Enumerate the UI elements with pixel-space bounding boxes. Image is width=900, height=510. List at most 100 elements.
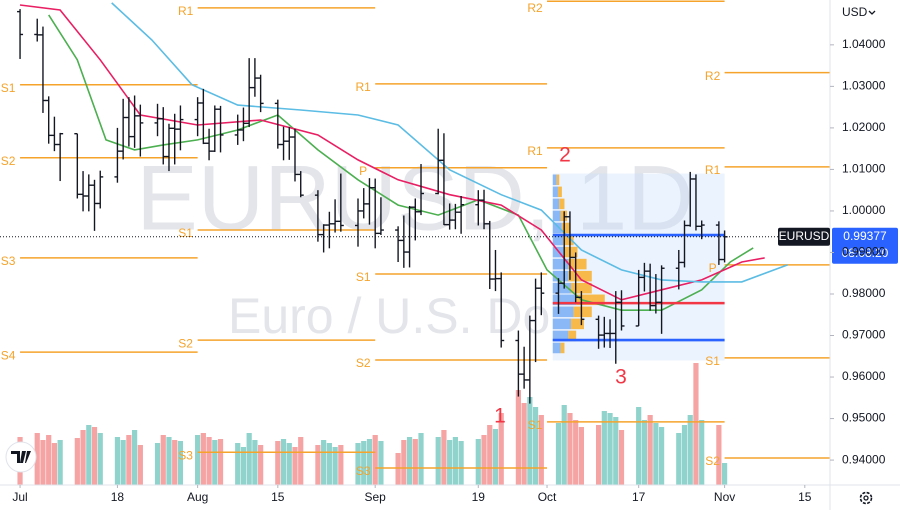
ohlc-bar	[291, 128, 298, 182]
volume-bar	[532, 407, 539, 485]
pivot-label: P	[359, 164, 367, 178]
pivot-label: R1	[527, 144, 543, 158]
volume-bar	[40, 440, 46, 485]
price-tag-value: 0.99377	[843, 229, 887, 243]
pivot-label: R2	[705, 69, 721, 83]
ohlc-bar	[177, 105, 184, 151]
pivot-label: S2	[705, 454, 720, 468]
moving-average	[48, 14, 754, 311]
profile-up	[552, 342, 561, 354]
volume-bar	[452, 437, 458, 485]
x-tick-label: Sep	[365, 490, 387, 504]
profile-up	[552, 318, 571, 330]
volume-bar	[658, 427, 665, 485]
ohlc-bar	[34, 18, 41, 42]
profile-down	[557, 186, 562, 198]
ohlc-bar	[692, 174, 699, 231]
ohlc-bar	[200, 88, 207, 145]
ohlc-bar	[355, 198, 362, 247]
y-tick-label: 1.02000	[842, 120, 886, 134]
volume-bar	[286, 443, 292, 485]
gear-inner[interactable]	[863, 495, 869, 501]
profile-up	[552, 174, 557, 186]
logo-mark[interactable]	[11, 451, 31, 463]
y-tick-label: 1.00000	[842, 203, 886, 217]
pivot-label: S2	[1, 154, 16, 168]
y-tick-label: 0.94000	[842, 452, 886, 466]
profile-down	[563, 234, 574, 246]
profile-up	[552, 198, 560, 210]
volume-bar	[166, 437, 172, 485]
ohlc-bar	[481, 189, 488, 230]
symbol-tag	[778, 227, 830, 246]
profile-up	[552, 258, 569, 270]
ohlc-bar	[641, 262, 648, 292]
ohlc-bar	[137, 104, 144, 157]
x-tick-label: Oct	[538, 490, 557, 504]
ohlc-bar	[418, 164, 425, 216]
ohlc-bar	[246, 58, 253, 128]
x-tick-label: 18	[111, 490, 125, 504]
ohlc-bar	[652, 274, 659, 314]
ohlc-bar	[635, 269, 642, 327]
ohlc-bar	[400, 215, 407, 268]
profile-down	[561, 222, 570, 234]
profile-down	[576, 294, 605, 306]
currency-chevron[interactable]	[868, 10, 876, 15]
profile-down	[570, 282, 592, 294]
volume-bar	[561, 405, 567, 485]
ohlc-bar	[601, 316, 608, 348]
x-tick-label: Nov	[714, 490, 735, 504]
volume-bar	[447, 440, 453, 485]
gear-outer[interactable]	[859, 491, 873, 505]
volume-bar	[86, 425, 92, 485]
watermark-subtitle: Euro / U.S. Do	[228, 288, 550, 344]
profile-up	[552, 306, 574, 318]
currency-label[interactable]: USD	[842, 5, 868, 19]
volume-bar	[595, 425, 602, 485]
pivot-label: R1	[705, 163, 721, 177]
ohlc-bar	[475, 190, 482, 226]
volume-bar	[240, 447, 247, 485]
annotation: 1	[494, 405, 506, 428]
volume-bar	[177, 441, 184, 485]
pivot-label: S4	[1, 348, 16, 362]
ohlc-bar	[85, 174, 92, 212]
ohlc-bar	[658, 265, 665, 334]
volume-bar	[618, 430, 625, 485]
ohlc-bar	[326, 211, 333, 249]
volume-bar	[280, 439, 287, 485]
symbol-tag-text: EURUSD	[779, 229, 830, 243]
volume-bar	[636, 407, 642, 485]
volume-bar	[34, 433, 40, 485]
volume-bar	[292, 447, 298, 485]
ohlc-bar	[492, 249, 499, 292]
ohlc-bar	[211, 105, 218, 152]
profile-up	[552, 282, 571, 294]
profile-down	[560, 342, 565, 354]
pivot-label: S2	[178, 336, 193, 350]
volume-bar	[458, 441, 464, 485]
volume-bar	[298, 437, 304, 485]
pivot-label: S1	[1, 81, 16, 95]
moving-average	[111, 2, 788, 283]
ohlc-bar	[366, 178, 373, 225]
volume-bar	[91, 427, 98, 485]
pivot-label: R2	[527, 1, 543, 15]
volume-bar	[647, 415, 653, 485]
volume-bar	[355, 443, 361, 485]
volume-bar	[521, 403, 527, 485]
pivot-label: S2	[356, 356, 371, 370]
ohlc-bar	[206, 128, 213, 161]
tradingview-logo[interactable]	[5, 441, 37, 473]
ohlc-bar	[395, 226, 402, 263]
ohlc-bar	[194, 97, 201, 137]
ohlc-bar	[412, 198, 419, 241]
settings-icon[interactable]	[859, 491, 873, 505]
ohlc-bar	[406, 205, 413, 268]
volume-bar	[154, 443, 161, 485]
ohlc-bar	[57, 132, 64, 182]
ohlc-bar	[521, 346, 528, 389]
ohlc-bar	[120, 98, 127, 160]
profile-down	[570, 318, 584, 330]
